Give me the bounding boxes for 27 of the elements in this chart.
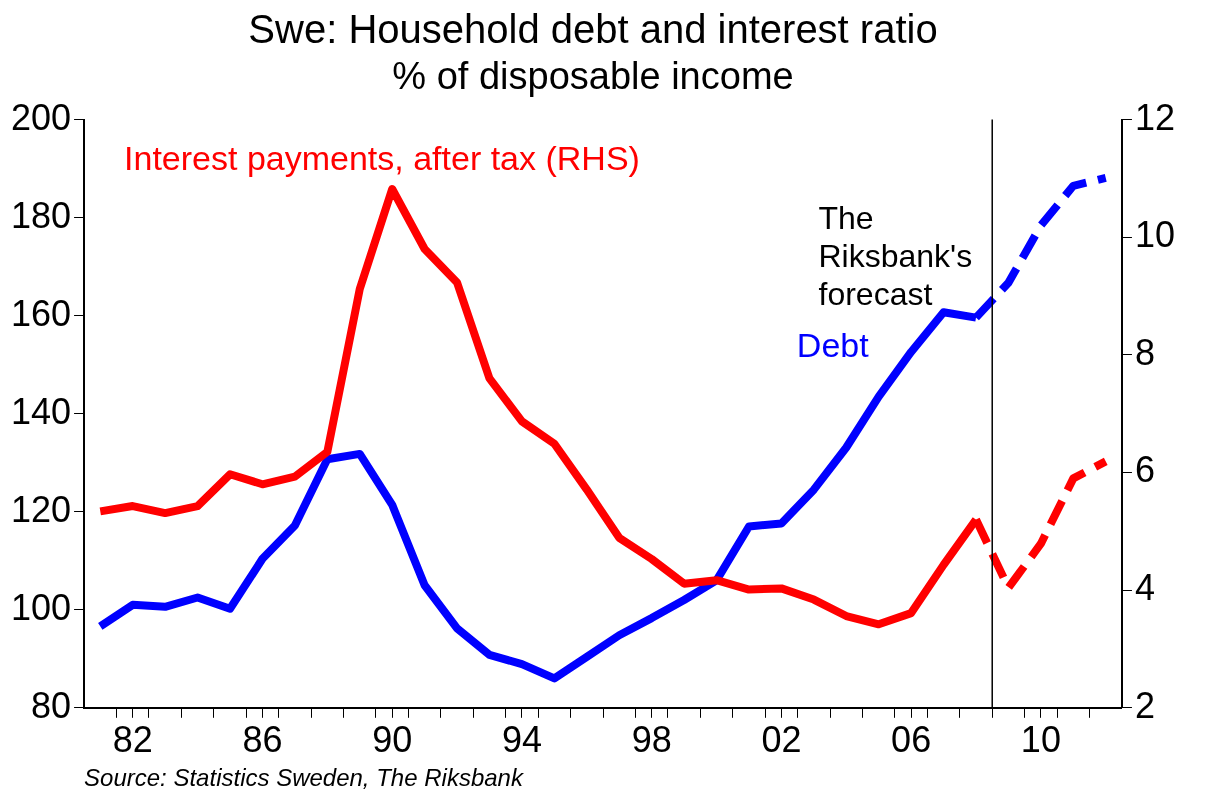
series-label: Debt bbox=[796, 325, 870, 364]
x-tick-label: 10 bbox=[1020, 719, 1061, 761]
y2-tick-label: 10 bbox=[1134, 214, 1175, 256]
source-note: Source: Statistics Sweden, The Riksbank bbox=[84, 763, 525, 791]
y-tick-label: 180 bbox=[10, 194, 72, 236]
x-tick-label: 98 bbox=[631, 719, 672, 761]
y2-tick-label: 4 bbox=[1134, 567, 1155, 609]
y-tick-label: 100 bbox=[10, 586, 72, 628]
chart-title: Swe: Household debt and interest ratio bbox=[248, 7, 938, 52]
y-tick-label: 120 bbox=[10, 488, 72, 530]
ref-line-label: The Riksbank's forecast bbox=[818, 200, 973, 313]
x-tick-label: 86 bbox=[242, 719, 283, 761]
y-tick-label: 160 bbox=[10, 292, 72, 334]
y2-tick-label: 6 bbox=[1134, 449, 1155, 491]
x-tick-label: 82 bbox=[112, 719, 153, 761]
x-tick-label: 90 bbox=[372, 719, 413, 761]
chart-subtitle: % of disposable income bbox=[392, 55, 794, 98]
x-tick-label: 06 bbox=[891, 719, 932, 761]
y2-tick-label: 12 bbox=[1134, 96, 1175, 138]
series-label: Interest payments, after tax (RHS) bbox=[124, 138, 640, 177]
x-tick-label: 94 bbox=[501, 719, 542, 761]
y2-tick-label: 8 bbox=[1134, 331, 1155, 373]
y-tick-label: 80 bbox=[31, 684, 72, 726]
x-tick-label: 02 bbox=[761, 719, 802, 761]
y-tick-label: 200 bbox=[10, 96, 72, 138]
y-tick-label: 140 bbox=[10, 390, 72, 432]
y2-tick-label: 2 bbox=[1134, 684, 1155, 726]
